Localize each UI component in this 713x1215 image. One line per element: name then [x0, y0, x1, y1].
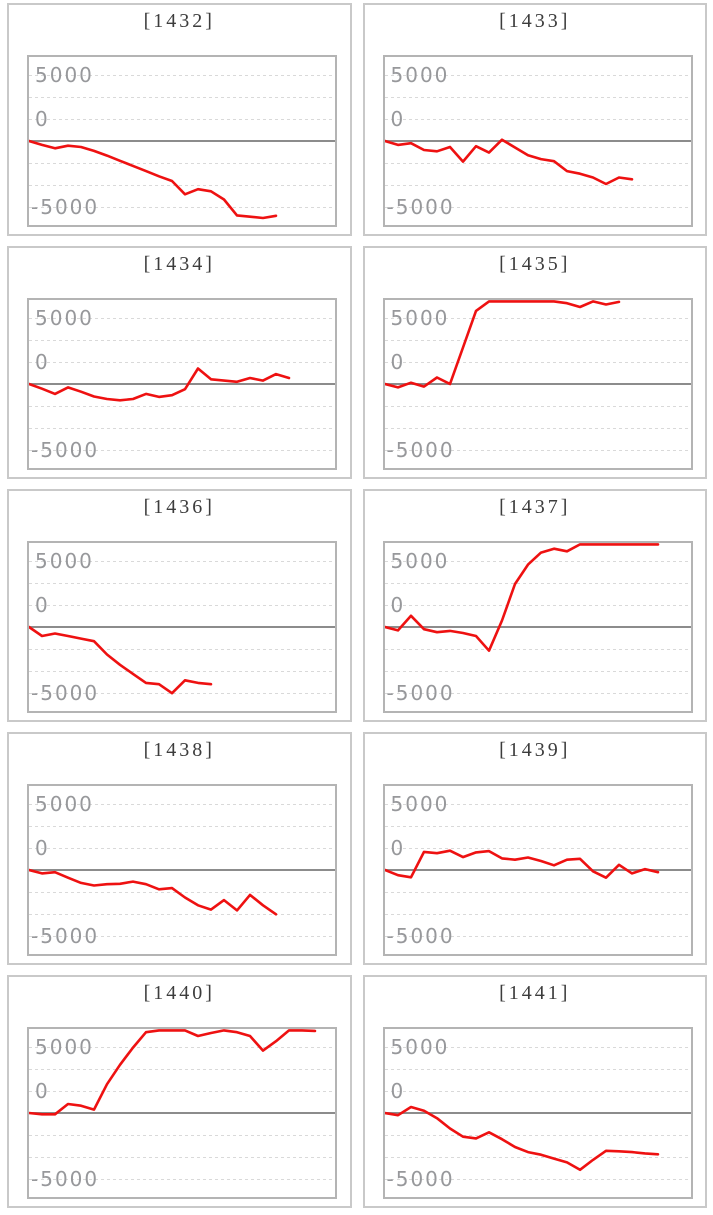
chart-card: [1439] 5000 0 -5000 — [362, 732, 707, 965]
chart-title: [1441] — [499, 982, 571, 1004]
series-line — [384, 1105, 659, 1172]
plot-area: 5000 0 -5000 — [382, 784, 693, 956]
line-chart-canvas — [384, 804, 691, 937]
line-chart-canvas — [384, 75, 691, 208]
chart-card: [1435] 5000 0 -5000 — [362, 246, 707, 479]
chart-card: [1437] 5000 0 -5000 — [362, 489, 707, 722]
chart-card: [1440] 5000 0 -5000 — [7, 975, 352, 1208]
line-chart-canvas — [29, 561, 335, 695]
line-chart-canvas — [29, 75, 335, 220]
chart-title: [1433] — [499, 10, 571, 32]
series-line — [29, 367, 291, 402]
chart-title: [1438] — [143, 739, 215, 761]
chart-title: [1440] — [143, 982, 215, 1004]
series-line — [384, 138, 633, 186]
plot-area: 5000 0 -5000 — [27, 1027, 337, 1199]
chart-title: [1436] — [143, 496, 215, 518]
line-chart-canvas — [29, 1029, 335, 1180]
plot-area: 5000 0 -5000 — [382, 55, 693, 227]
plot-area: 5000 0 -5000 — [382, 541, 693, 713]
line-chart-canvas — [29, 318, 335, 451]
series-line — [29, 868, 278, 916]
chart-title: [1432] — [143, 10, 215, 32]
chart-card: [1434] 5000 0 -5000 — [7, 246, 352, 479]
chart-card: [1433] 5000 0 -5000 — [362, 3, 707, 236]
series-line — [29, 1029, 317, 1116]
series-line — [384, 300, 620, 389]
chart-title: [1435] — [499, 253, 571, 275]
chart-title: [1439] — [499, 739, 571, 761]
chart-card: [1438] 5000 0 -5000 — [7, 732, 352, 965]
line-chart-canvas — [384, 300, 691, 451]
line-chart-canvas — [384, 1047, 691, 1180]
plot-area: 5000 0 -5000 — [382, 298, 693, 470]
line-chart-canvas — [29, 804, 335, 937]
series-line — [384, 543, 659, 652]
chart-card: [1432] 5000 0 -5000 — [7, 3, 352, 236]
series-line — [29, 625, 213, 695]
plot-area: 5000 0 -5000 — [27, 298, 337, 470]
chart-card: [1441] 5000 0 -5000 — [362, 975, 707, 1208]
plot-area: 5000 0 -5000 — [27, 784, 337, 956]
plot-area: 5000 0 -5000 — [27, 55, 337, 227]
line-chart-canvas — [384, 543, 691, 694]
chart-card: [1436] 5000 0 -5000 — [7, 489, 352, 722]
plot-area: 5000 0 -5000 — [382, 1027, 693, 1199]
series-line — [29, 139, 278, 220]
plot-area: 5000 0 -5000 — [27, 541, 337, 713]
chart-title: [1434] — [143, 253, 215, 275]
series-line — [384, 849, 659, 879]
chart-title: [1437] — [499, 496, 571, 518]
